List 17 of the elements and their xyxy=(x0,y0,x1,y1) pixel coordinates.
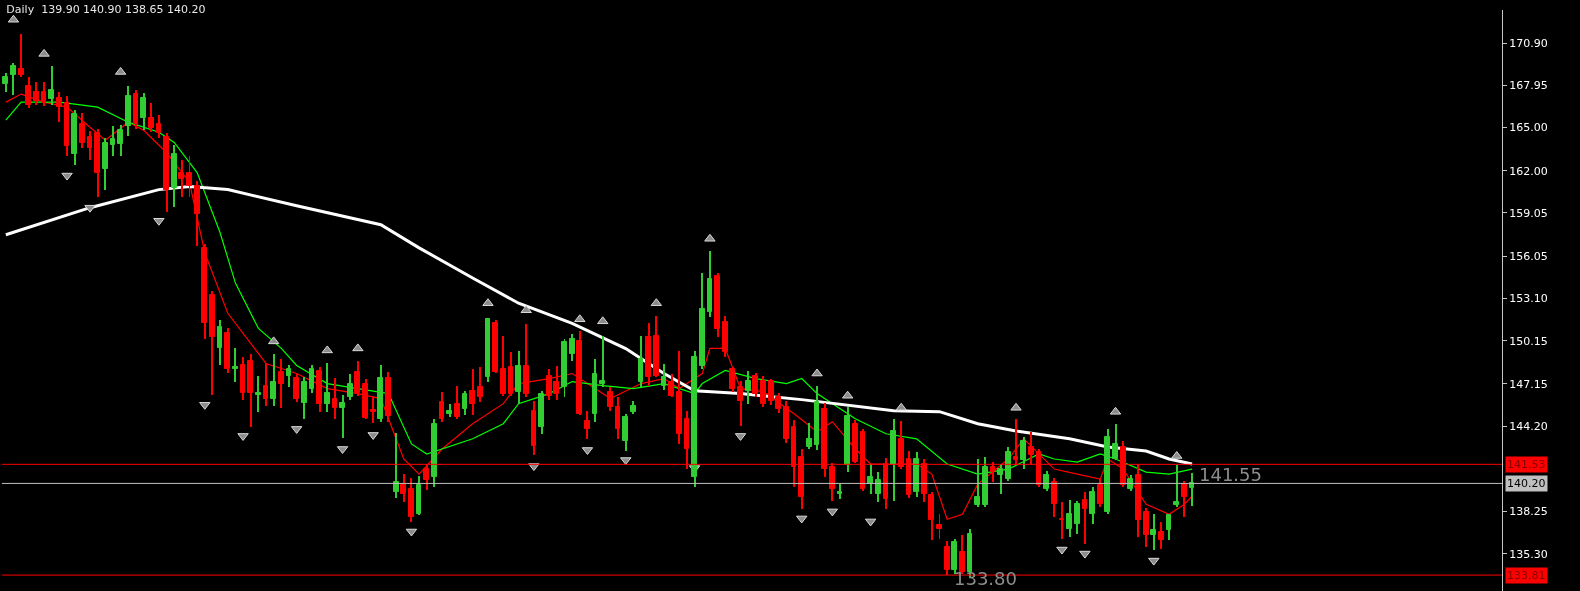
ref-line-label: 140.20 xyxy=(1507,477,1546,490)
y-tick-label: 135.30 xyxy=(1509,547,1548,561)
y-tick-label: 162.00 xyxy=(1509,164,1548,178)
y-tick-label: 159.05 xyxy=(1509,206,1548,220)
y-tick-label: 156.05 xyxy=(1509,249,1548,263)
y-tick-label: 138.25 xyxy=(1509,505,1548,519)
y-tick-label: 153.10 xyxy=(1509,292,1548,306)
annotation: 141.55 xyxy=(1199,464,1262,485)
chart-title: Daily 139.90 140.90 138.65 140.20 xyxy=(6,2,206,16)
ref-line-label: 141.53 xyxy=(1507,458,1546,471)
y-tick-label: 150.15 xyxy=(1509,334,1548,348)
ref-line-label: 133.81 xyxy=(1507,569,1546,582)
y-tick-label: 165.00 xyxy=(1509,121,1548,135)
y-tick-label: 147.15 xyxy=(1509,377,1548,391)
y-tick-label: 170.90 xyxy=(1509,36,1548,50)
y-tick-label: 167.95 xyxy=(1509,79,1548,93)
y-tick-label: 144.20 xyxy=(1509,419,1548,433)
